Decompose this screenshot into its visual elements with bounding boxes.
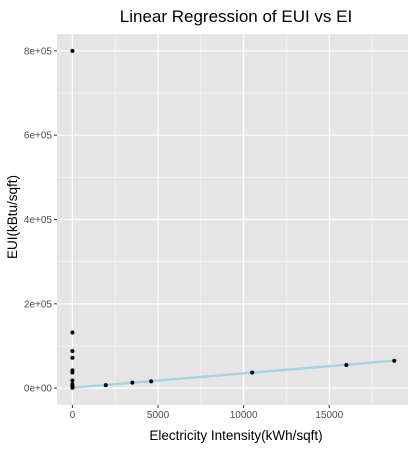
y-tick-label: 4e+05 [24, 215, 53, 226]
data-point [70, 349, 75, 354]
y-tick-label: 2e+05 [24, 299, 53, 310]
data-point [70, 370, 75, 375]
regression-line-group [72, 359, 395, 389]
data-point [149, 379, 154, 384]
data-point [392, 358, 397, 363]
chart-title: Linear Regression of EUI vs EI [120, 7, 352, 26]
data-points [70, 48, 397, 390]
data-point [103, 383, 108, 388]
data-point [70, 355, 75, 360]
x-axis-ticks: 0 5000 10000 15000 [70, 405, 344, 421]
y-axis-title: EUI(kBtu/sqft) [5, 175, 20, 259]
y-tick-label: 0e+00 [24, 384, 53, 395]
major-gridlines [57, 34, 408, 405]
y-tick-label: 6e+05 [24, 131, 53, 142]
y-axis-ticks: 0e+00 2e+05 4e+05 6e+05 8e+05 [24, 46, 57, 395]
data-point [344, 362, 349, 367]
x-tick-label: 10000 [230, 410, 258, 421]
data-point [70, 330, 75, 335]
x-tick-label: 5000 [147, 410, 170, 421]
y-tick-label: 8e+05 [24, 46, 53, 57]
regression-line [72, 359, 395, 389]
data-point [70, 48, 75, 53]
data-point [70, 385, 75, 390]
data-point [70, 378, 75, 383]
x-axis-title: Electricity Intensity(kWh/sqft) [149, 428, 322, 443]
data-point [250, 370, 255, 375]
data-point [130, 380, 135, 385]
x-tick-label: 0 [70, 410, 76, 421]
x-tick-label: 15000 [315, 410, 343, 421]
